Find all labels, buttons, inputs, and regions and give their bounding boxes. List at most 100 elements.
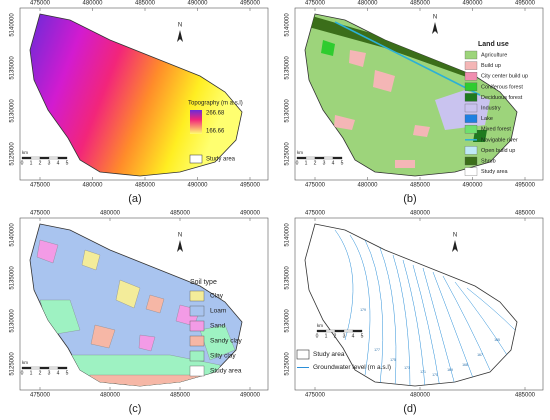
y-tick-label: 5140000 xyxy=(10,223,16,247)
legend-max: 266.68 xyxy=(206,111,225,117)
legend-swatch xyxy=(464,156,478,166)
legend-swatch xyxy=(464,114,478,123)
legend-label: Lake xyxy=(481,116,493,122)
legend-label: City center build up xyxy=(481,74,528,80)
y-tick-label: 5125000 xyxy=(10,142,16,166)
legend-title: Soil type xyxy=(190,279,217,286)
y-tick-label: 5130000 xyxy=(285,309,291,333)
y-tick-label: 5125000 xyxy=(285,142,291,166)
x-tick-label: 495000 xyxy=(240,183,261,189)
scale-label: 1 xyxy=(305,160,308,166)
legend-swatch xyxy=(464,72,478,81)
legend-label: Sand xyxy=(210,323,226,330)
scale-segment xyxy=(323,156,334,160)
scale-segment xyxy=(332,156,343,160)
scale-label: 5 xyxy=(66,160,69,166)
panel-label: (b) xyxy=(403,193,416,205)
scale-segment xyxy=(314,156,325,160)
contour-label: 179 xyxy=(360,308,366,312)
y-tick-label: 5140000 xyxy=(10,13,16,37)
scale-segment xyxy=(57,156,68,160)
contour-label: 177 xyxy=(374,348,380,352)
x-tick-label: 480000 xyxy=(82,183,103,189)
scale-label: 3 xyxy=(48,370,51,376)
y-tick-label: 5135000 xyxy=(10,266,16,290)
panel: 475000 480000 485000 490000 475000 480000 4850… xyxy=(10,211,269,415)
contour-label: 168 xyxy=(462,363,468,367)
legend-swatch xyxy=(189,365,205,377)
scale-label: 3 xyxy=(48,160,51,166)
legend-swatch xyxy=(464,50,478,60)
legend-label: Groundwater level (m a.s.l) xyxy=(313,364,391,371)
legend-label: Clay xyxy=(210,293,224,300)
legend-swatch xyxy=(189,154,203,164)
panel-label: (d) xyxy=(403,403,416,415)
x-tick-label: 480000 xyxy=(357,1,378,7)
x-tick-label: 495000 xyxy=(240,1,261,7)
x-tick-label: 475000 xyxy=(305,393,326,399)
x-tick-label: 485000 xyxy=(515,393,536,399)
panels xyxy=(29,13,518,387)
legend-swatch xyxy=(464,93,478,102)
scale-segment xyxy=(343,329,354,333)
x-tick-label: 475000 xyxy=(305,183,326,189)
legend-label: Loam xyxy=(210,308,226,315)
scale-segment xyxy=(305,156,316,160)
north-label: N xyxy=(433,15,437,21)
y-tick-label: 5140000 xyxy=(285,13,291,37)
north-label: N xyxy=(178,233,182,239)
legend-title: Topography (m a.s.l) xyxy=(188,101,243,107)
map-a xyxy=(29,13,243,177)
contour-label: 171 xyxy=(420,370,426,374)
panel-label: (a) xyxy=(128,193,141,205)
x-tick-label: 490000 xyxy=(187,183,208,189)
scale-segment xyxy=(30,366,41,370)
legend-label: Navigable river xyxy=(481,137,518,143)
scale-label: 2 xyxy=(334,333,337,339)
north-label: N xyxy=(178,23,182,29)
legend-swatch xyxy=(464,61,478,70)
legend-label: Agriculture xyxy=(481,52,507,58)
legend-swatch xyxy=(464,125,478,134)
scale-label: 4 xyxy=(332,160,335,166)
map-d xyxy=(304,223,518,387)
legend-swatch xyxy=(464,103,478,113)
legend-label: Open build up xyxy=(481,148,515,154)
scale-segment xyxy=(21,156,32,160)
scale-label: 1 xyxy=(30,370,33,376)
scale-label: 4 xyxy=(352,333,355,339)
scale-unit: km xyxy=(22,150,28,155)
legend-label: Silty clay xyxy=(210,353,236,360)
legend-label: Study area xyxy=(313,351,345,358)
map-frame xyxy=(294,217,544,391)
contour-label: 165 xyxy=(494,338,500,342)
panel: 475000 480000 485000 490000 495000 475000 4800… xyxy=(285,1,544,205)
x-tick-label: 475000 xyxy=(30,183,51,189)
x-tick-label: 485000 xyxy=(135,183,156,189)
scale-label: 5 xyxy=(361,333,364,339)
y-tick-label: 5135000 xyxy=(10,56,16,80)
legend-swatch xyxy=(189,305,205,317)
scale-unit: km xyxy=(297,150,303,155)
panel: 475000 480000 485000 490000 495000 475000 4800… xyxy=(10,1,269,205)
north-arrow xyxy=(452,240,458,252)
x-tick-label: 485000 xyxy=(410,1,431,7)
map-b xyxy=(304,13,518,177)
x-tick-label: 480000 xyxy=(82,1,103,7)
contour-label: 169 xyxy=(447,368,453,372)
y-tick-label: 5130000 xyxy=(285,99,291,123)
x-tick-label: 475000 xyxy=(30,211,51,217)
x-tick-label: 485000 xyxy=(170,211,191,217)
north-arrow xyxy=(177,30,183,42)
y-tick-label: 5135000 xyxy=(285,266,291,290)
contour-label: 170 xyxy=(432,373,438,377)
legend-label: Build up xyxy=(481,63,501,69)
y-tick-label: 5130000 xyxy=(10,309,16,333)
contour-label: 173 xyxy=(404,366,410,370)
legend-swatch xyxy=(189,320,205,332)
scale-label: 2 xyxy=(39,160,42,166)
legend-label: Mixed forest xyxy=(481,127,511,133)
y-tick-label: 5125000 xyxy=(285,352,291,376)
legend-label: Deciduous forest xyxy=(481,95,523,101)
x-tick-label: 480000 xyxy=(100,211,121,217)
